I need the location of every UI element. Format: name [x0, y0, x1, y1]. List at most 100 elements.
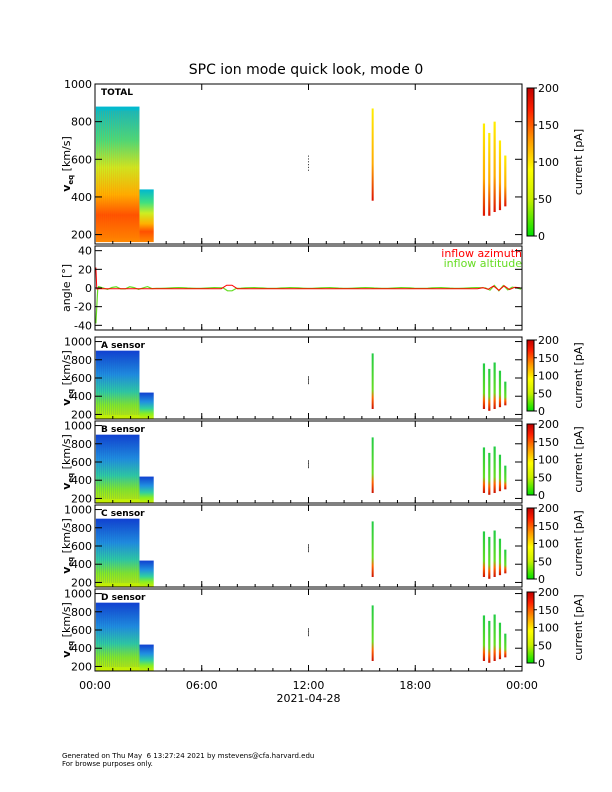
- heatmap-spike: [371, 108, 374, 201]
- colorbar-tick-label: 200: [538, 502, 559, 515]
- y-tick-label: 800: [71, 522, 92, 535]
- colorbar-tick-label: 150: [538, 352, 559, 365]
- colorbar: [526, 507, 535, 580]
- colorbar: [526, 591, 535, 664]
- heatmap-block-early: [95, 602, 140, 671]
- heatmap-cluster-bar: [504, 465, 507, 490]
- y-tick-label: 600: [71, 624, 92, 637]
- y-tick-label: 40: [78, 245, 92, 258]
- heatmap-block-early: [95, 106, 140, 243]
- colorbar-tick-label: 200: [538, 82, 559, 95]
- footer: Generated on Thu May 6 13:27:24 2021 by …: [62, 752, 314, 768]
- heatmap-cluster-bar: [482, 531, 486, 577]
- colorbar-tick-label: 100: [538, 622, 559, 635]
- panel-label: A sensor: [101, 341, 146, 351]
- colorbar-tick-label: 50: [538, 471, 552, 484]
- colorbar-tick-label: 50: [538, 193, 552, 206]
- heatmap-cluster-bar: [488, 620, 491, 663]
- heatmap-cluster-bar: [493, 121, 496, 212]
- colorbar-tick-label: 100: [538, 370, 559, 383]
- heatmap-dot: [308, 169, 309, 171]
- y-tick-label: 400: [71, 642, 92, 655]
- y-tick-label: 200: [71, 408, 92, 421]
- footer-browse-note: For browse purposes only.: [62, 760, 153, 768]
- heatmap-cluster-bar: [488, 536, 491, 579]
- colorbar-tick-label: 50: [538, 639, 552, 652]
- y-tick-label: 400: [71, 474, 92, 487]
- colorbar-tick-label: 150: [538, 604, 559, 617]
- colorbar-tick-label: 200: [538, 418, 559, 431]
- heatmap-dot: [308, 549, 309, 551]
- colorbar-tick-label: 0: [538, 657, 545, 670]
- heatmap-dot: [308, 381, 309, 383]
- heatmap-spike: [371, 521, 374, 577]
- heatmap-dot: [308, 377, 309, 379]
- heatmap-dot: [308, 166, 309, 169]
- colorbar-label: current [pA]: [572, 594, 585, 660]
- colorbar-tick-label: 150: [538, 520, 559, 533]
- x-tick-label: 18:00: [399, 679, 431, 692]
- footer-generated-line: Generated on Thu May 6 13:27:24 2021 by …: [62, 752, 315, 760]
- colorbar: [526, 339, 535, 412]
- y-tick-label: 600: [71, 540, 92, 553]
- heatmap-dot: [308, 161, 309, 163]
- heatmap-dot: [308, 158, 309, 160]
- heatmap-dot: [308, 462, 309, 465]
- heatmap-dot: [308, 461, 309, 463]
- heatmap-dot: [308, 467, 309, 469]
- heatmap-block-early: [95, 350, 140, 419]
- y-tick-label: 0: [85, 282, 92, 295]
- y-tick-label: 600: [71, 456, 92, 469]
- colorbar-tick-label: 50: [538, 387, 552, 400]
- colorbar: [526, 423, 535, 496]
- x-date-label: 2021-04-28: [277, 692, 341, 705]
- heatmap-cluster-bar: [482, 363, 486, 409]
- panel-d-sensor: 200 400 600 800 1000 D sensor veq [km/s] 0 50 100…: [60, 586, 585, 673]
- heatmap-cluster-bar: [493, 530, 496, 577]
- heatmap-block-early: [95, 518, 140, 587]
- heatmap-dot: [308, 465, 309, 467]
- panel-c-sensor: 200 400 600 800 1000 C sensor veq [km/s] 0 50 100…: [60, 502, 585, 589]
- colorbar-tick-label: 100: [538, 454, 559, 467]
- colorbar-label: current [pA]: [572, 426, 585, 492]
- panel-b-sensor: 200 400 600 800 1000 B sensor veq [km/s] 0 50 100…: [60, 418, 585, 505]
- heatmap-cluster-bar: [498, 370, 502, 408]
- panel-label: C sensor: [101, 509, 145, 519]
- y-tick-label: 200: [71, 492, 92, 505]
- heatmap-cluster-bar: [504, 155, 507, 207]
- heatmap-dot: [308, 551, 309, 553]
- heatmap-block-late: [139, 392, 154, 419]
- heatmap-spike: [371, 353, 374, 409]
- y-axis-label: veq [km/s]: [60, 350, 75, 406]
- y-tick-label: 600: [71, 153, 92, 166]
- x-tick-label: 06:00: [186, 679, 218, 692]
- y-tick-label: 200: [71, 229, 92, 242]
- colorbar-tick-label: 0: [538, 573, 545, 586]
- heatmap-cluster-bar: [482, 123, 486, 216]
- colorbar-label: current [pA]: [572, 342, 585, 408]
- y-tick-label: 200: [71, 660, 92, 673]
- heatmap-block-late: [139, 644, 154, 671]
- colorbar-tick-label: 100: [538, 156, 559, 169]
- y-tick-label: 400: [71, 191, 92, 204]
- colorbar-tick-label: 100: [538, 538, 559, 551]
- heatmap-cluster-bar: [488, 132, 491, 216]
- legend-inflow-altitude: inflow altitude: [444, 257, 523, 270]
- heatmap-cluster-bar: [498, 538, 502, 576]
- panel-total: 200 400 600 800 1000 TOTAL veq [km/s] 0 50 100 150…: [60, 78, 585, 245]
- heatmap-cluster-bar: [498, 622, 502, 660]
- panel-label: B sensor: [101, 425, 145, 435]
- x-tick-label: 00:00: [506, 679, 538, 692]
- colorbar-label: current [pA]: [572, 129, 585, 195]
- heatmap-cluster-bar: [488, 368, 491, 411]
- colorbar-tick-label: 200: [538, 586, 559, 599]
- heatmap-cluster-bar: [498, 454, 502, 492]
- x-tick-label: 12:00: [293, 679, 325, 692]
- heatmap-block-late: [139, 189, 154, 243]
- panel-label: TOTAL: [101, 88, 133, 98]
- colorbar-tick-label: 0: [538, 230, 545, 243]
- heatmap-cluster-bar: [488, 452, 491, 495]
- colorbar-tick-label: 0: [538, 489, 545, 502]
- y-axis-label: veq [km/s]: [60, 136, 75, 192]
